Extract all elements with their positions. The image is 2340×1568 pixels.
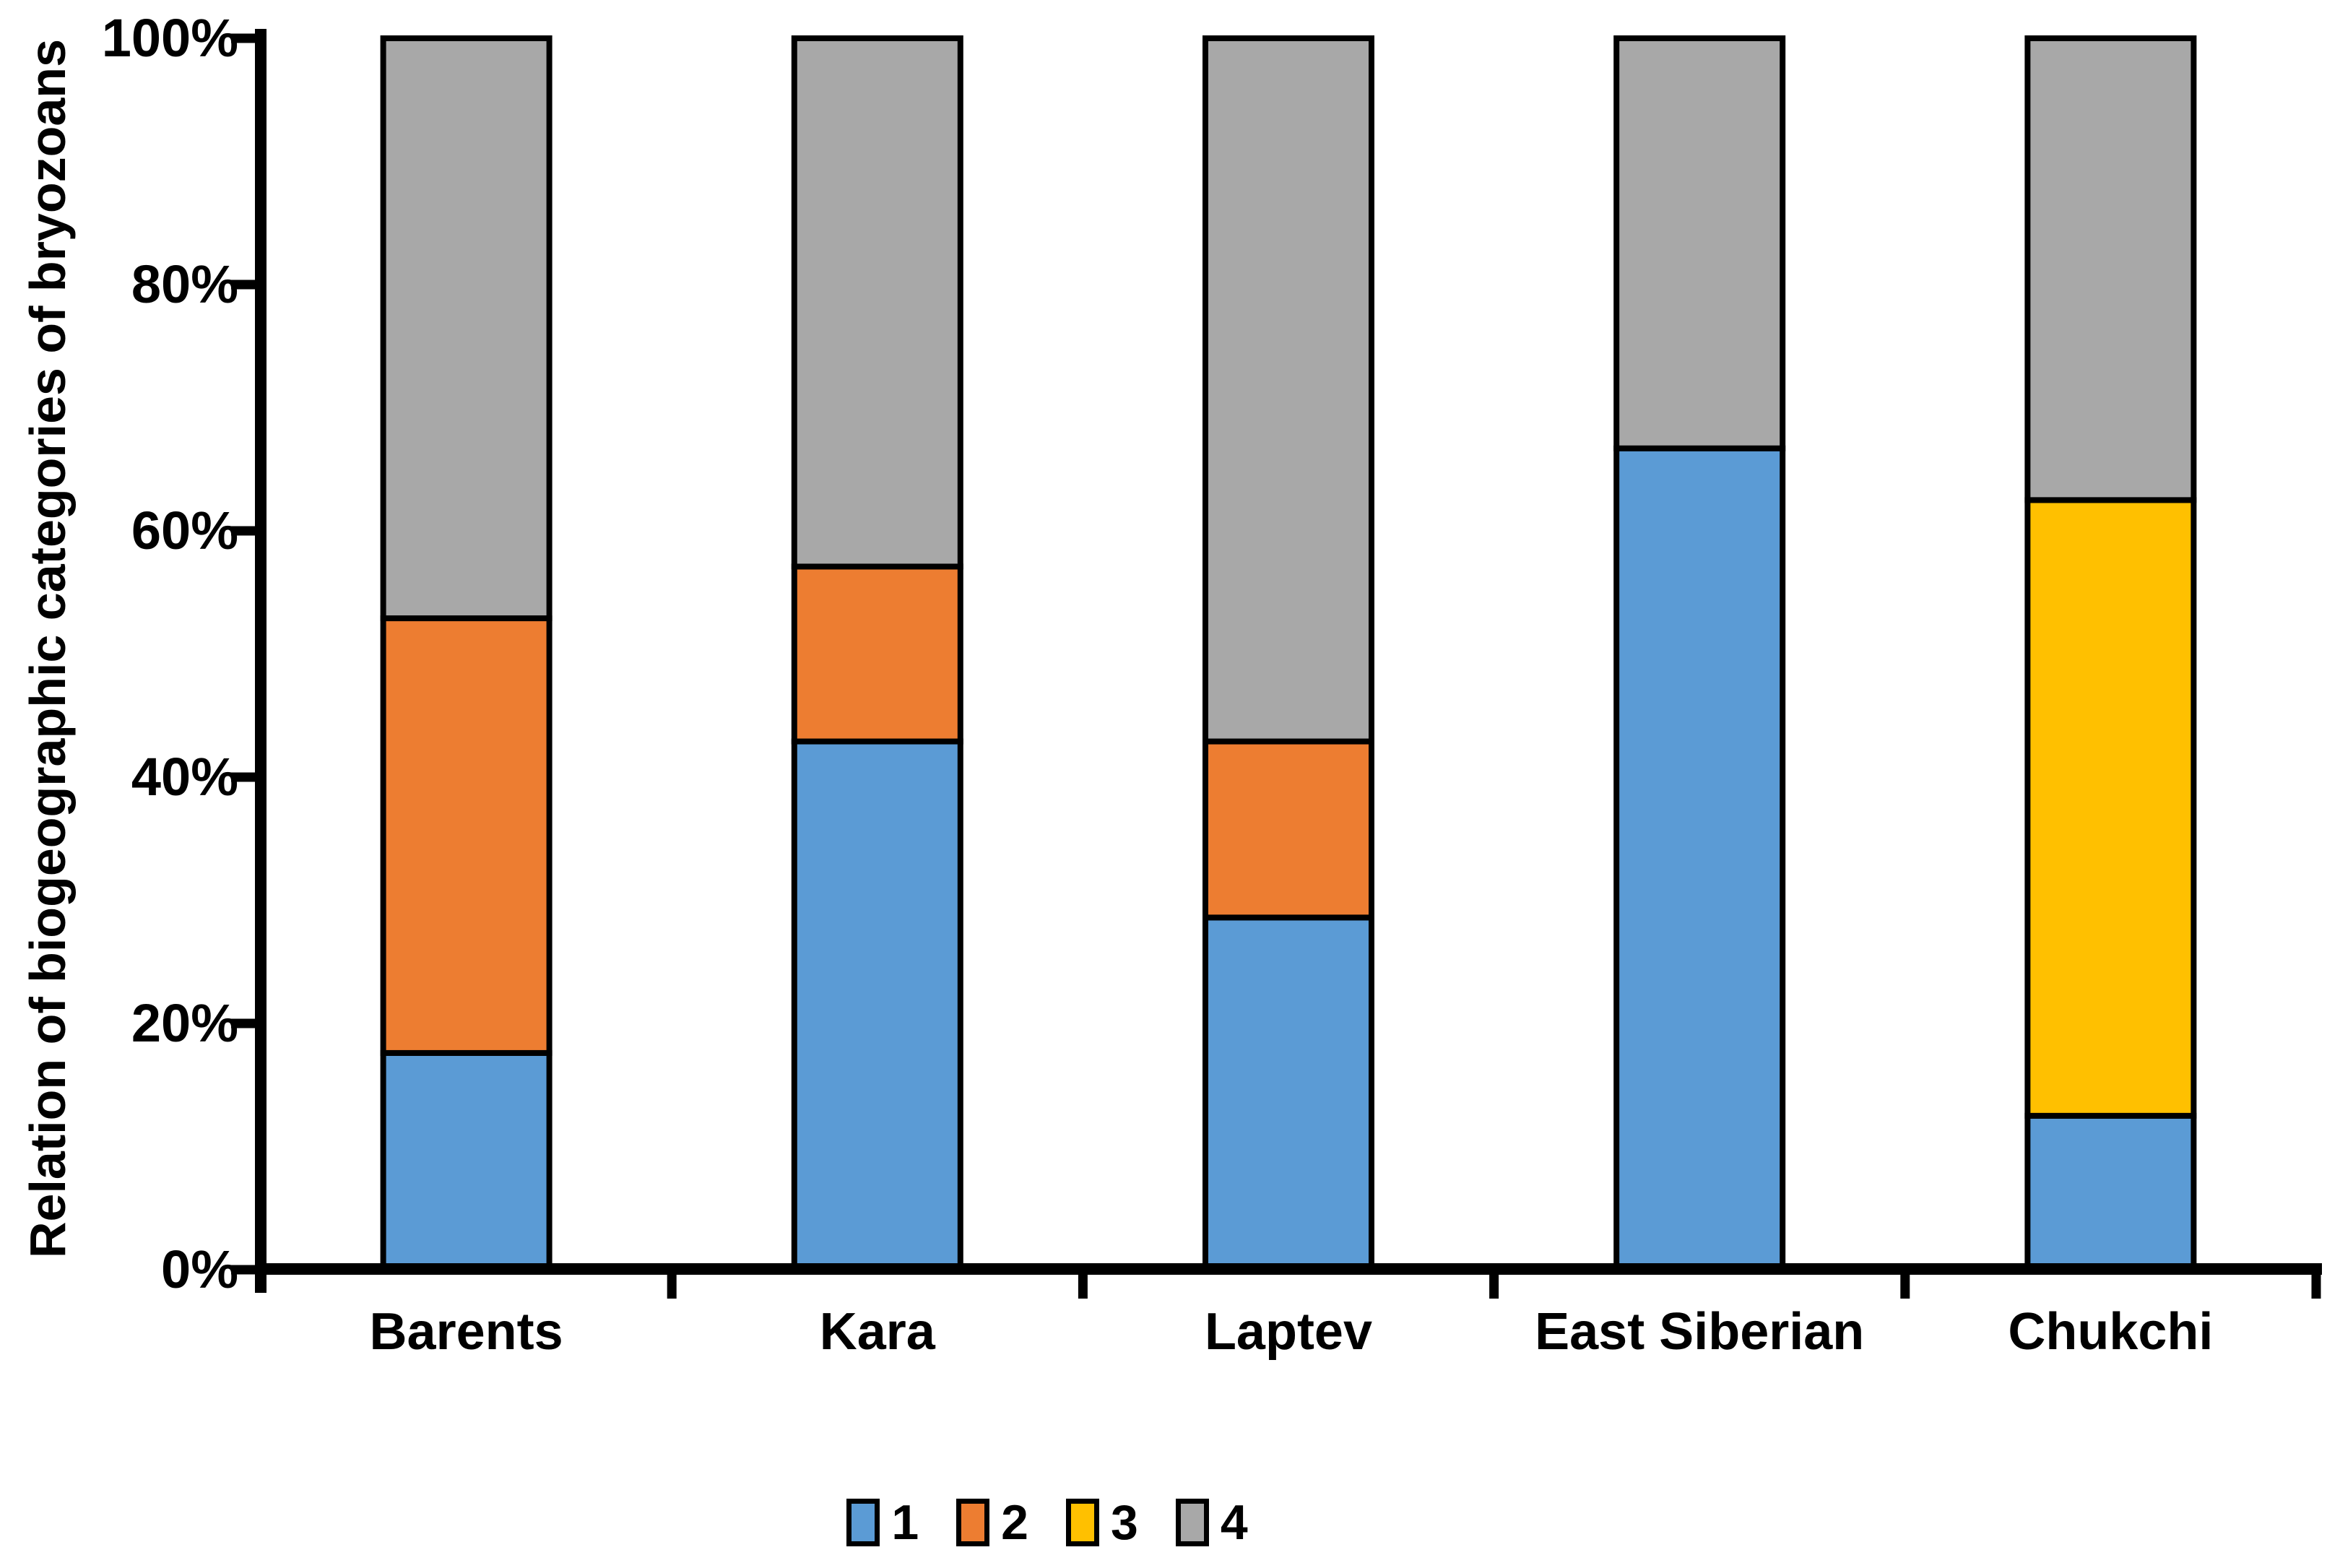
y-tick-label-20%: 20% [131,993,238,1053]
x-tick-mark-5 [2311,1269,2321,1299]
y-tick-mark-60% [231,526,255,536]
x-tick-mark-3 [1489,1269,1499,1299]
legend-marker-3 [1066,1499,1099,1546]
x-category-label-kara: Kara [819,1303,935,1361]
legend-label-4: 4 [1220,1495,1248,1550]
y-tick-label-60%: 60% [131,501,238,560]
x-axis-line [255,1263,2322,1275]
y-tick-mark-0% [231,1265,255,1275]
bar-segment-kara-series-1 [791,738,963,1273]
y-axis-title: Relation of biogeographic categories of … [20,39,76,1258]
bar-segment-laptev-series-1 [1202,914,1374,1273]
legend-item-2: 2 [956,1495,1028,1550]
y-tick-mark-100% [231,33,255,43]
legend-marker-2 [956,1499,990,1546]
bar-segment-laptev-series-4 [1202,35,1374,745]
x-tick-mark-1 [667,1269,677,1299]
bar-segment-east-siberian-series-4 [1613,35,1786,451]
x-category-label-barents: Barents [369,1303,563,1361]
legend-label-2: 2 [1001,1495,1028,1550]
x-category-label-laptev: Laptev [1204,1303,1373,1361]
legend-marker-4 [1175,1499,1209,1546]
x-category-label-east-siberian: East Siberian [1535,1303,1865,1361]
x-category-label-chukchi: Chukchi [2008,1303,2214,1361]
y-tick-mark-40% [231,772,255,782]
legend: 1 2 3 4 [0,1486,2217,1559]
bar-segment-kara-series-4 [791,35,963,570]
x-tick-mark-4 [1900,1269,1910,1299]
bar-segment-barents-series-4 [380,35,552,622]
legend-marker-1 [846,1499,880,1546]
legend-item-4: 4 [1175,1495,1248,1550]
y-axis-line [255,29,266,1293]
bar-segment-chukchi-series-4 [2024,35,2197,503]
y-tick-label-100%: 100% [101,8,238,68]
bar-segment-barents-series-1 [380,1049,552,1273]
x-tick-mark-2 [1078,1269,1088,1299]
bar-segment-laptev-series-2 [1202,738,1374,921]
bar-segment-barents-series-2 [380,615,552,1056]
bar-segment-kara-series-2 [791,563,963,745]
y-tick-label-0%: 0% [161,1239,238,1299]
legend-label-1: 1 [891,1495,919,1550]
y-tick-mark-80% [231,280,255,290]
legend-label-3: 3 [1111,1495,1138,1550]
bar-segment-chukchi-series-1 [2024,1112,2197,1273]
legend-item-1: 1 [846,1495,919,1550]
bar-segment-east-siberian-series-1 [1613,445,1786,1273]
legend-item-3: 3 [1066,1495,1138,1550]
y-tick-label-80%: 80% [131,254,238,314]
bar-segment-chukchi-series-3 [2024,497,2197,1119]
y-tick-label-40%: 40% [131,747,238,807]
y-tick-mark-20% [231,1018,255,1028]
